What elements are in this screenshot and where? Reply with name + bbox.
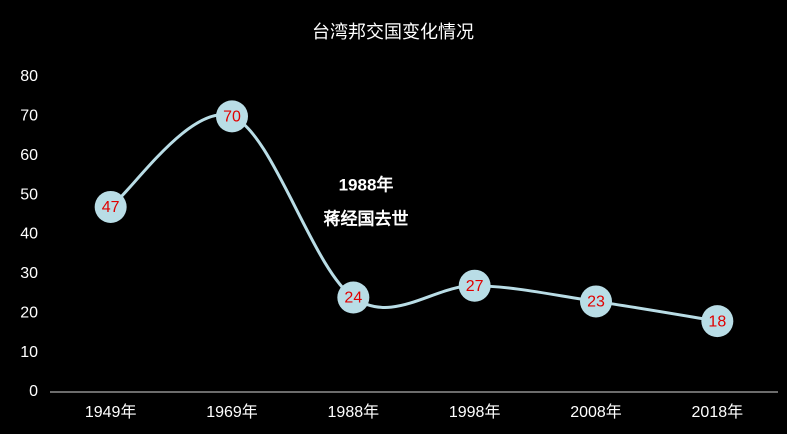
marker [94,190,127,223]
chart-title: 台湾邦交国变化情况 [312,22,474,42]
x-tick-label: 1969年 [206,403,258,421]
y-tick-label: 70 [20,108,38,125]
x-tick-label: 1988年 [328,403,380,421]
data-label: 24 [344,290,362,307]
x-tick-label: 2008年 [570,403,622,421]
data-label: 70 [223,109,241,126]
x-tick-label: 1949年 [85,403,137,421]
data-label: 18 [708,313,726,330]
y-tick-label: 40 [20,226,38,243]
data-label: 23 [587,294,605,311]
x-tick-label: 1998年 [449,403,501,421]
annotation: 蒋经国去世 [324,208,409,228]
y-tick-label: 30 [20,265,38,282]
marker [580,285,612,318]
data-label: 27 [466,278,484,295]
x-tick-label: 2018年 [692,403,744,421]
y-tick-label: 10 [20,344,38,361]
y-tick-label: 80 [20,68,38,85]
annotation: 1988年 [339,174,394,194]
marker [701,305,734,338]
marker [216,100,248,133]
marker [458,269,491,302]
y-tick-label: 60 [20,147,38,164]
y-tick-label: 50 [20,186,38,203]
y-tick-label: 0 [29,383,38,400]
y-tick-label: 20 [20,304,38,321]
marker [337,281,370,314]
data-label: 47 [102,199,120,216]
